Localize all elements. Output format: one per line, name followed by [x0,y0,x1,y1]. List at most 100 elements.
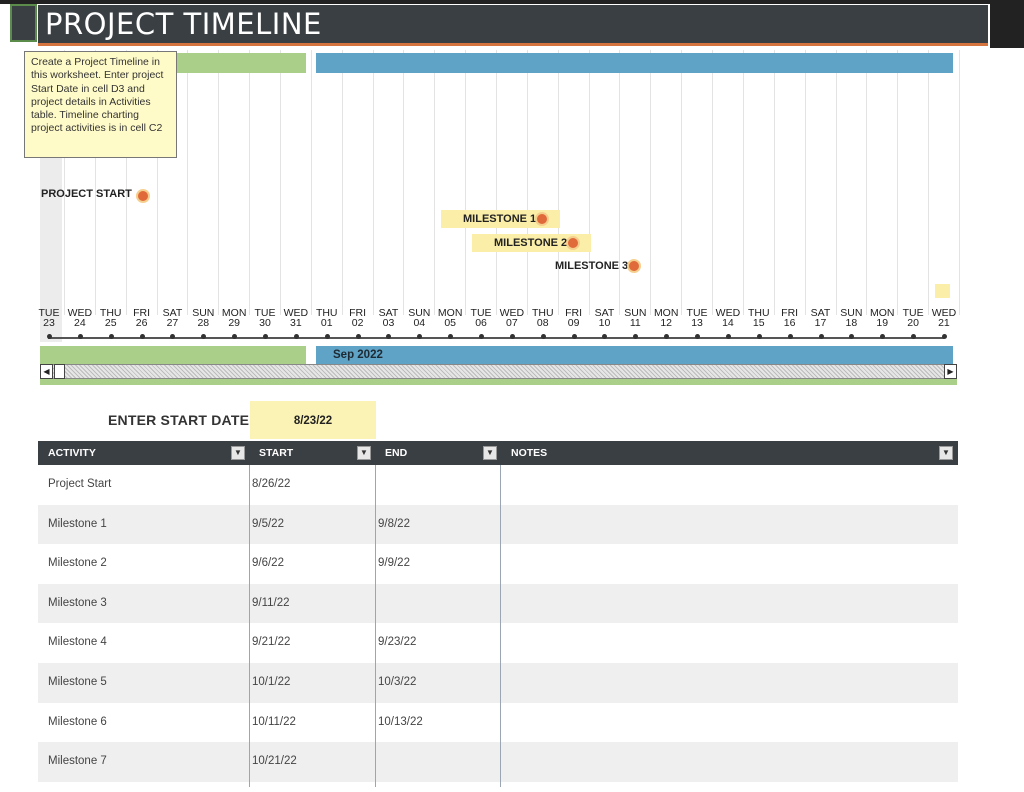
cell-activity[interactable]: Milestone 2 [48,557,107,570]
cell-start[interactable]: 9/5/22 [252,517,284,530]
day-number: 28 [197,317,210,329]
cell-activity[interactable]: Milestone 1 [48,517,107,530]
axis-tick [417,334,423,339]
grid-column [866,50,868,315]
filter-dropdown-end-icon[interactable]: ▼ [483,446,497,460]
day-label: FRI 16 [775,307,805,329]
instruction-tooltip: Create a Project Timeline in this worksh… [24,51,177,158]
grid-column [773,50,775,315]
axis-tick [355,334,361,339]
scroll-right-arrow-icon[interactable]: ▶ [944,364,957,379]
grid-column [958,50,960,315]
scroll-thumb[interactable] [54,364,65,379]
cell-activity[interactable]: Milestone 4 [48,636,107,649]
cell-activity[interactable]: Milestone 7 [48,755,107,768]
milestone-marker-1[interactable] [535,212,549,226]
cell-end[interactable]: 9/23/22 [378,636,417,649]
day-number: 27 [166,317,179,329]
day-of-week: MON [437,307,463,319]
day-number: 24 [74,317,86,329]
column-header-activity: ACTIVITY [48,447,96,459]
table-row[interactable]: Project Start 8/26/22 [38,465,958,505]
table-row[interactable]: Milestone 7 10/21/22 [38,742,958,782]
day-label: FRI 09 [559,308,589,329]
grid-column [341,50,343,315]
window-top-right-border [990,0,1024,48]
cell-start[interactable]: 8/26/22 [252,478,291,490]
day-label: WED 14 [713,308,743,329]
cell-activity[interactable]: Milestone 3 [48,596,107,609]
timeline-scrollbar[interactable] [40,364,957,379]
day-label: WED 24 [65,308,95,329]
cell-activity[interactable]: Milestone 6 [48,715,107,728]
cell-start[interactable]: 10/21/22 [252,755,297,768]
table-row[interactable]: Milestone 5 10/1/22 10/3/22 [38,663,958,703]
day-of-week: THU [99,307,122,319]
cell-start[interactable]: 10/1/22 [252,676,291,688]
grid-column [496,50,498,315]
grid-column [280,50,282,315]
day-number: 19 [876,317,889,329]
selected-cell[interactable] [10,4,37,42]
grid-column [125,50,127,315]
grid-column [310,50,312,315]
axis-tick [941,334,947,339]
cell-end[interactable]: 9/8/22 [378,517,410,530]
filter-dropdown-notes-icon[interactable]: ▼ [939,446,953,460]
day-label: SUN 28 [188,308,218,329]
column-header-end: END [385,447,408,459]
day-of-week: THU [315,307,338,319]
day-label: TUE 30 [250,308,280,329]
scroll-left-arrow-icon[interactable]: ◀ [40,364,53,379]
cell-end[interactable]: 9/9/22 [378,557,410,570]
milestone-marker-2[interactable] [566,236,580,250]
milestone-marker-project-start[interactable] [136,189,150,203]
month-bar-september [316,346,953,364]
day-of-week: WED [931,307,957,319]
axis-tick [571,334,577,339]
axis-tick [108,334,114,339]
cell-end[interactable]: 10/13/22 [378,715,423,728]
day-label: FRI 26 [127,308,157,329]
grid-column [712,50,714,315]
table-row[interactable]: Milestone 3 9/11/22 [38,583,958,624]
start-date-input[interactable]: 8/23/22 [250,401,376,439]
filter-dropdown-activity-icon[interactable]: ▼ [231,446,245,460]
cell-activity[interactable]: Milestone 5 [48,676,107,688]
day-number: 09 [567,317,580,329]
day-label: TUE 23 [34,308,64,329]
day-number: 29 [228,317,240,329]
day-of-week: SAT [378,307,399,319]
grid-column [156,50,158,315]
grid-column [218,50,220,315]
header-bar [38,5,988,43]
table-row[interactable]: Milestone 6 10/11/22 10/13/22 [38,703,958,743]
milestone-marker-3[interactable] [627,259,641,273]
cell-start[interactable]: 9/11/22 [252,596,290,609]
table-row[interactable]: Milestone 2 9/6/22 9/9/22 [38,544,958,584]
filter-sort-start-icon[interactable]: ▼ [357,446,371,460]
grid-column [557,50,559,315]
table-row[interactable]: Milestone 4 9/21/22 9/23/22 [38,623,958,663]
cell-activity[interactable]: Project Start [48,478,112,490]
day-of-week: TUE [902,307,924,319]
scrollbar-underline [40,379,957,385]
cell-end[interactable]: 10/3/22 [378,676,417,688]
day-of-week: THU [747,307,770,319]
cell-start[interactable]: 9/21/22 [252,636,291,649]
table-row[interactable]: Milestone 1 9/5/22 9/8/22 [38,504,958,545]
day-number: 11 [629,317,641,329]
grid-column [465,50,467,315]
day-label: THU 25 [96,307,126,329]
grid-column [619,50,621,315]
grid-column [804,50,806,315]
day-label: MON 12 [651,308,681,329]
day-number: 16 [783,317,796,329]
cell-start[interactable]: 10/11/22 [252,715,296,728]
grid-column [372,50,374,315]
day-of-week: FRI [781,307,799,319]
day-of-week: MON [221,307,247,319]
axis-tick [602,334,608,339]
day-label: FRI 02 [343,308,373,329]
cell-start[interactable]: 9/6/22 [252,557,284,570]
